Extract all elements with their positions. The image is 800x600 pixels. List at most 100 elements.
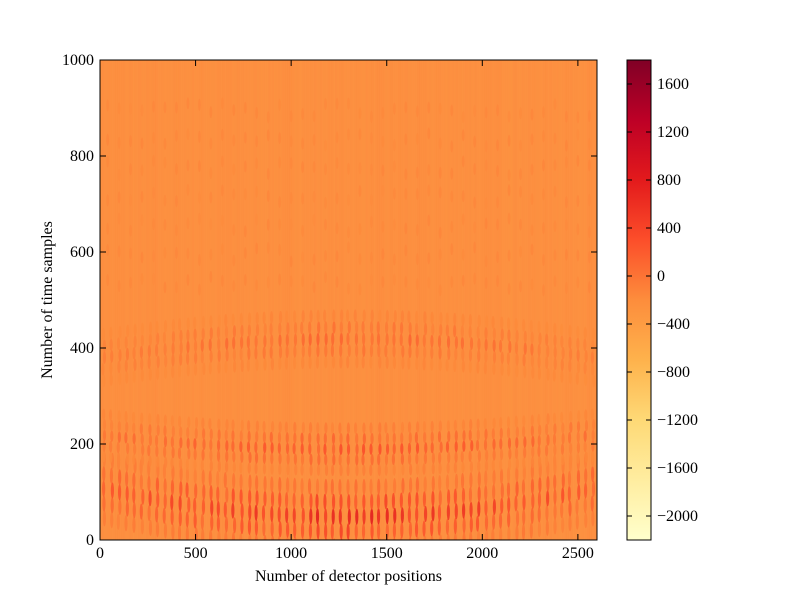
heatmap-oscillation-mark [156,424,160,436]
heatmap-stripe [243,60,246,540]
heatmap-oscillation-mark [423,535,427,540]
heatmap-oscillation-mark [339,493,343,510]
heatmap-oscillation-mark [162,331,167,345]
heatmap-faint-mark [266,241,270,254]
heatmap-faint-mark [140,272,144,285]
heatmap-faint-mark [175,129,178,142]
y-tick-label: 200 [70,436,94,453]
heatmap-faint-mark [243,246,247,259]
heatmap-faint-mark [461,190,465,203]
heatmap-oscillation-mark [576,325,580,339]
heatmap-stripe [350,60,353,540]
heatmap-oscillation-mark [461,359,465,373]
heatmap-faint-mark [186,273,190,286]
heatmap-oscillation-mark [522,494,526,511]
heatmap-oscillation-mark [393,507,397,524]
heatmap-stripe [484,60,487,540]
heatmap-stripe [388,60,392,540]
heatmap-oscillation-mark [324,332,328,346]
heatmap-faint-mark [415,278,419,291]
heatmap-oscillation-mark [102,351,107,364]
heatmap-stripe [445,60,449,540]
heatmap-oscillation-mark [476,530,481,540]
heatmap-stripe [358,60,361,540]
heatmap-oscillation-mark [454,347,458,361]
heatmap-oscillation-mark [240,451,244,463]
heatmap-oscillation-mark [521,523,526,540]
heatmap-stripe [591,60,594,540]
heatmap-oscillation-mark [155,506,159,523]
heatmap-oscillation-mark [591,418,596,431]
heatmap-oscillation-mark [355,355,359,369]
heatmap-oscillation-mark [293,310,297,323]
heatmap-oscillation-mark [324,464,329,477]
heatmap-stripe [467,60,470,540]
heatmap-oscillation-mark [124,515,128,532]
heatmap-oscillation-mark [407,492,412,509]
heatmap-faint-mark [175,163,178,176]
heatmap-oscillation-mark [415,452,419,465]
heatmap-faint-mark [507,110,511,123]
heatmap-oscillation-mark [431,462,435,475]
heatmap-faint-mark [427,184,431,197]
heatmap-oscillation-mark [537,491,542,508]
heatmap-oscillation-mark [430,311,434,325]
heatmap-stripe [214,60,218,540]
heatmap-stripe [176,60,179,540]
heatmap-oscillation-mark [354,523,358,540]
heatmap-oscillation-mark [323,432,327,445]
heatmap-faint-mark [381,248,385,261]
heatmap-stripe [337,60,340,540]
heatmap-oscillation-mark [308,321,312,335]
heatmap-oscillation-mark [591,429,595,442]
heatmap-stripe [245,60,248,540]
heatmap-faint-mark [347,128,350,141]
heatmap-oscillation-mark [415,442,420,454]
heatmap-oscillation-mark [499,438,503,450]
heatmap-faint-mark [220,214,224,227]
heatmap-faint-mark [175,195,178,208]
heatmap-faint-mark [381,164,385,177]
heatmap-oscillation-mark [140,369,144,382]
heatmap-stripe [266,60,269,540]
heatmap-oscillation-mark [376,508,381,525]
heatmap-faint-mark [484,140,488,153]
heatmap-oscillation-mark [231,429,235,442]
heatmap-oscillation-mark [416,421,420,433]
heatmap-oscillation-mark [133,323,137,337]
heatmap-oscillation-mark [324,355,328,369]
heatmap-stripe [275,60,279,540]
heatmap-oscillation-mark [568,442,573,455]
heatmap-stripe [551,60,554,540]
heatmap-oscillation-mark [569,410,573,423]
heatmap-faint-mark [186,217,190,230]
heatmap-faint-mark [404,222,408,235]
heatmap-oscillation-mark [163,522,168,539]
heatmap-oscillation-mark [262,452,266,464]
heatmap-oscillation-mark [445,312,449,326]
heatmap-oscillation-mark [324,422,328,434]
heatmap-stripe [174,60,177,540]
heatmap-oscillation-mark [385,432,390,445]
heatmap-stripe [476,60,479,540]
heatmap-oscillation-mark [561,472,565,489]
heatmap-oscillation-mark [546,490,550,507]
heatmap-stripe [581,60,585,540]
heatmap-oscillation-mark [270,442,274,454]
heatmap-oscillation-mark [454,336,458,349]
heatmap-oscillation-mark [370,493,374,510]
heatmap-faint-mark [266,189,270,202]
heatmap-oscillation-mark [286,453,290,465]
heatmap-oscillation-mark [483,361,487,375]
heatmap-faint-mark [530,224,534,237]
heatmap-oscillation-mark [232,517,237,534]
heatmap-oscillation-mark [201,528,205,540]
x-tick-label: 2500 [562,545,594,562]
heatmap-faint-mark [392,160,396,173]
colorbar-tick-label: −1600 [657,460,698,477]
heatmap-oscillation-mark [178,415,182,428]
heatmap-oscillation-mark [460,472,465,490]
heatmap-oscillation-mark [507,328,511,342]
heatmap-oscillation-mark [201,498,206,515]
